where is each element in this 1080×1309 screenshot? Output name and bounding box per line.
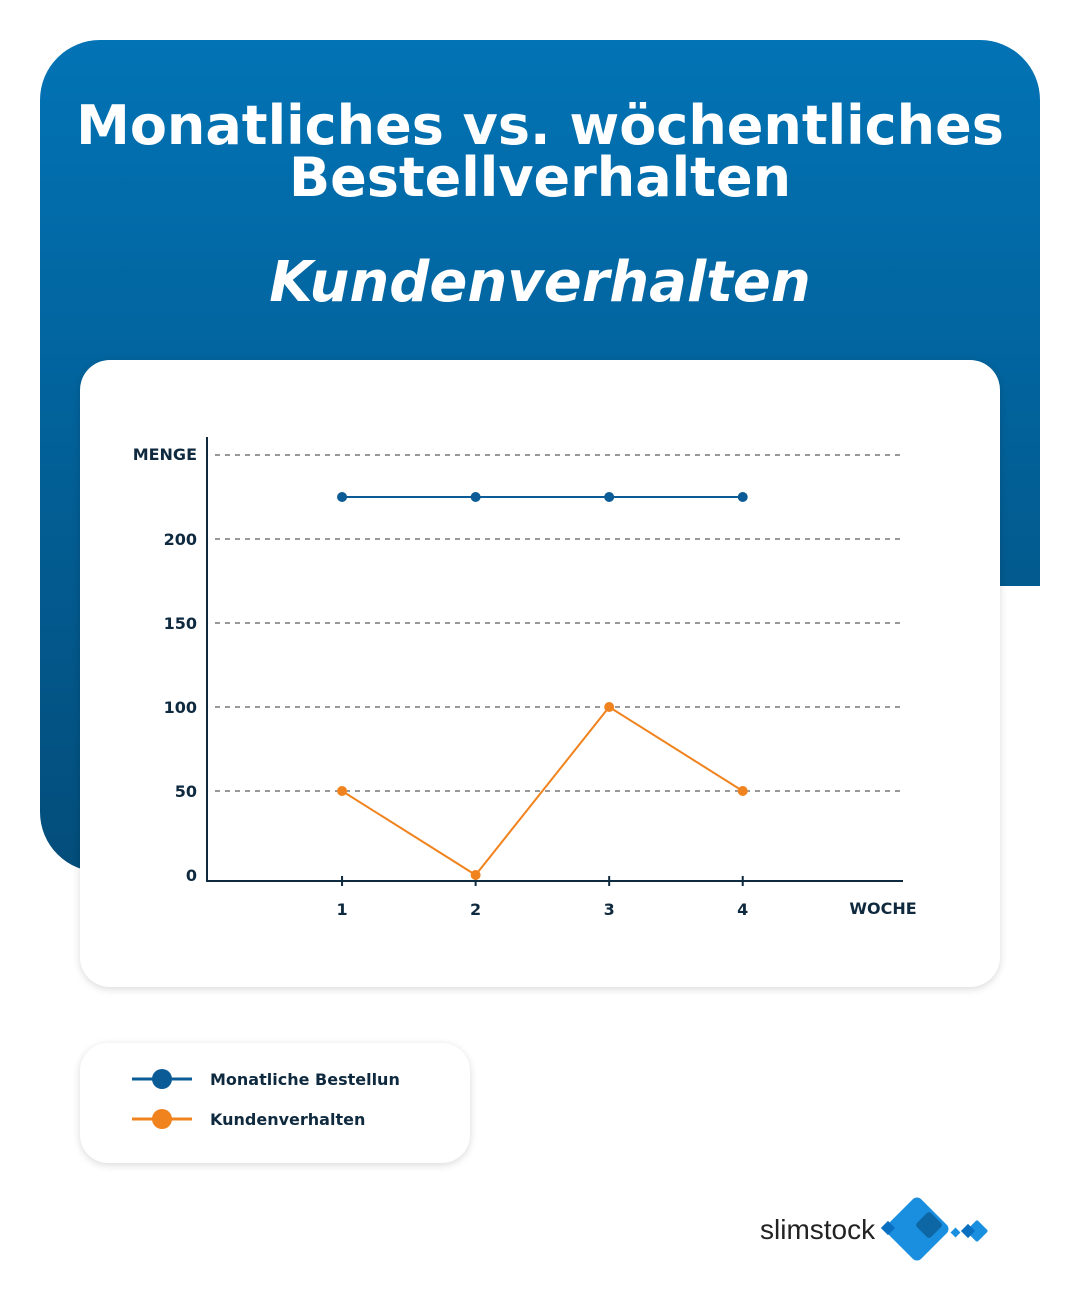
x-tick-label: 4: [737, 900, 748, 919]
title-line-2: Bestellverhalten: [288, 146, 792, 209]
line-chart: 0 50 100 150 200 MENGE 1 2 3 4 WOCHE: [133, 437, 917, 919]
y-tick-label: 100: [164, 698, 197, 717]
data-point: [470, 492, 481, 502]
data-point: [337, 786, 348, 796]
page-subtitle: Kundenverhalten: [269, 250, 811, 315]
slimstock-logo: slimstock: [760, 1195, 996, 1265]
data-point: [604, 702, 615, 712]
title-line-1: Monatliches vs. wöchentliches: [76, 94, 1004, 157]
legend: Monatliche Bestellun Kundenverhalten: [80, 1043, 470, 1163]
chart-card: [80, 360, 1000, 987]
logo-diamonds-icon: [881, 1197, 988, 1261]
data-point: [337, 492, 348, 502]
data-point: [737, 492, 748, 502]
legend-item-customer: Kundenverhalten: [132, 1107, 365, 1131]
page-title: Monatliches vs. wöchentliches Bestellver…: [0, 94, 1080, 209]
x-tick-label: 3: [604, 900, 615, 919]
legend-item-monthly: Monatliche Bestellun: [132, 1067, 400, 1091]
logo-text: slimstock: [760, 1214, 876, 1245]
legend-marker-orange: [132, 1109, 192, 1129]
data-point: [604, 492, 615, 502]
header-cut: [1000, 586, 1060, 886]
x-axis-label: WOCHE: [849, 899, 916, 918]
y-axis-label: MENGE: [133, 445, 197, 464]
data-point: [470, 870, 481, 880]
y-tick-label: 50: [175, 782, 197, 801]
legend-label: Monatliche Bestellun: [210, 1069, 400, 1089]
x-tick-label: 1: [336, 900, 347, 919]
data-point: [737, 786, 748, 796]
y-tick-label: 200: [164, 530, 197, 549]
legend-marker-blue: [132, 1069, 192, 1089]
y-tick-label: 0: [186, 866, 197, 885]
x-tick-label: 2: [470, 900, 481, 919]
y-tick-label: 150: [164, 614, 197, 633]
legend-label: Kundenverhalten: [210, 1109, 366, 1129]
series-line-1: [341, 705, 744, 877]
